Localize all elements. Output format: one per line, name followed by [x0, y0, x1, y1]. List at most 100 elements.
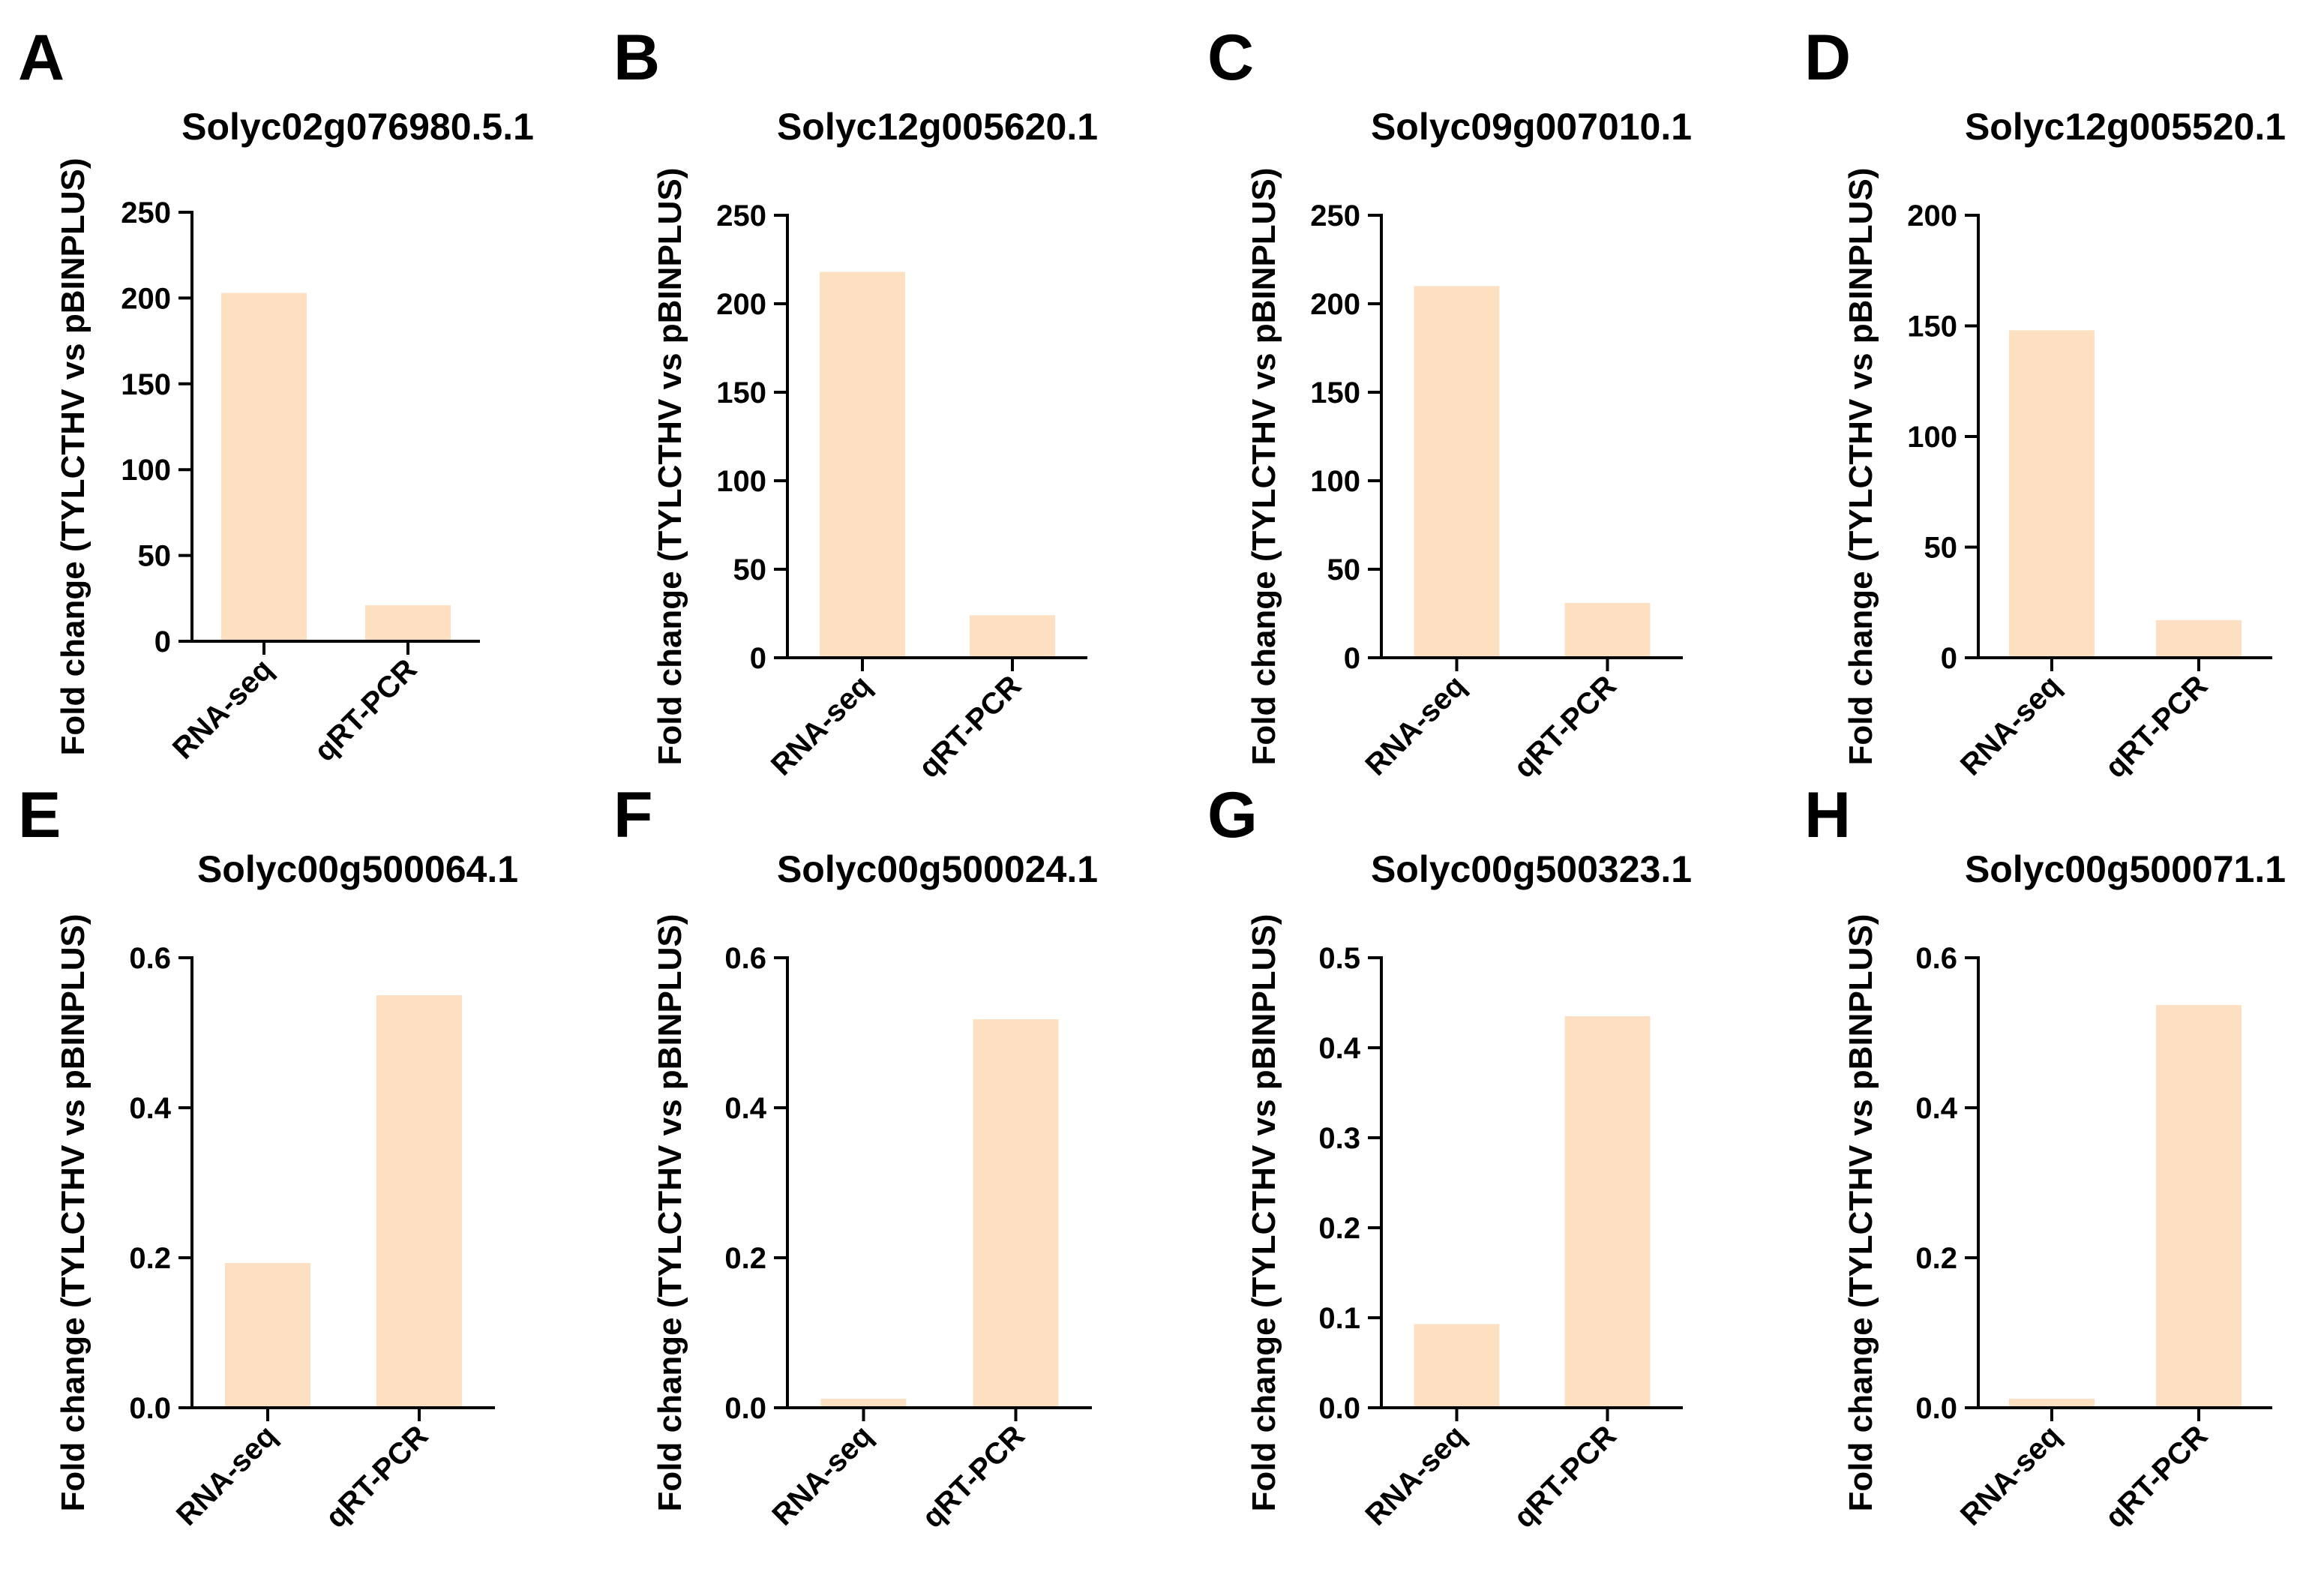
chart-title: Solyc00g500064.1	[197, 848, 518, 890]
x-tick-label: qRT-PCR	[916, 1419, 1031, 1534]
chart-panel-g: G Solyc00g500323.1 Fold change (TYLCTHV vs…	[1207, 779, 1692, 1534]
x-tick-label: RNA-seq	[166, 652, 280, 766]
bar-qrt-pcr	[973, 1019, 1059, 1408]
x-tick-label: qRT-PCR	[1507, 669, 1623, 784]
chart-panel-d: D Solyc12g005520.1 Fold change (TYLCTHV vs…	[1804, 22, 2286, 784]
bar-qrt-pcr	[970, 615, 1055, 658]
x-tick-label: qRT-PCR	[2099, 669, 2215, 784]
panel-letter: E	[18, 779, 61, 851]
y-tick-label: 200	[716, 288, 766, 321]
x-tick-label: RNA-seq	[1359, 669, 1472, 782]
y-tick-label: 50	[1924, 532, 1958, 565]
chart-panel-c: C Solyc09g007010.1 Fold change (TYLCTHV vs…	[1207, 22, 1692, 784]
bar-qrt-pcr	[365, 604, 451, 641]
bar-qrt-pcr	[2156, 620, 2242, 658]
y-tick-label: 150	[1310, 376, 1360, 410]
y-tick-label: 0.0	[1915, 1392, 1957, 1425]
bar-rna-seq	[225, 1263, 310, 1408]
x-tick-label: qRT-PCR	[319, 1419, 435, 1534]
y-tick-label: 0.2	[724, 1242, 766, 1275]
y-axis-label: Fold change (TYLCTHV vs pBINPLUS)	[1246, 168, 1282, 766]
panel-letter: F	[613, 779, 653, 851]
y-tick-label: 0.4	[1915, 1092, 1957, 1125]
y-axis-label: Fold change (TYLCTHV vs pBINPLUS)	[1246, 914, 1282, 1512]
bar-rna-seq	[820, 272, 905, 658]
chart-panel-h: H Solyc00g500071.1 Fold change (TYLCTHV vs…	[1804, 779, 2286, 1534]
y-tick-label: 0.6	[724, 942, 766, 975]
x-tick-label: RNA-seq	[1954, 1419, 2068, 1532]
y-tick-label: 0.6	[1915, 942, 1957, 975]
chart-title: Solyc00g500071.1	[1965, 848, 2286, 890]
x-tick-label: RNA-seq	[1954, 669, 2068, 782]
y-axis-label: Fold change (TYLCTHV vs pBINPLUS)	[652, 168, 688, 766]
panel-letter: B	[613, 22, 660, 94]
y-tick-label: 0	[1941, 642, 1957, 675]
y-tick-label: 0.1	[1318, 1302, 1360, 1335]
panel-letter: D	[1804, 22, 1851, 94]
y-tick-label: 0.4	[1318, 1032, 1360, 1065]
bar-qrt-pcr	[1564, 602, 1651, 658]
y-tick-label: 100	[1310, 465, 1360, 498]
panel-letter: H	[1804, 779, 1851, 851]
y-axis-label: Fold change (TYLCTHV vs pBINPLUS)	[1843, 914, 1879, 1512]
x-tick-label: qRT-PCR	[2099, 1419, 2215, 1534]
bar-rna-seq	[1414, 286, 1500, 658]
chart-panel-e: E Solyc00g500064.1 Fold change (TYLCTHV vs…	[18, 779, 518, 1534]
panel-letter: C	[1207, 22, 1254, 94]
y-tick-label: 100	[716, 465, 766, 498]
y-axis-label: Fold change (TYLCTHV vs pBINPLUS)	[652, 914, 688, 1512]
y-tick-label: 200	[1907, 200, 1957, 232]
bar-rna-seq	[2009, 1399, 2095, 1408]
y-tick-label: 0	[1344, 642, 1360, 675]
bar-rna-seq	[1414, 1324, 1500, 1408]
y-tick-label: 0.0	[724, 1392, 766, 1425]
chart-panel-f: F Solyc00g500024.1 Fold change (TYLCTHV vs…	[613, 779, 1098, 1534]
y-tick-label: 100	[1907, 421, 1957, 454]
y-tick-label: 200	[121, 282, 171, 315]
y-tick-label: 250	[1310, 200, 1360, 232]
y-tick-label: 0.2	[1915, 1242, 1957, 1275]
y-tick-label: 0	[154, 626, 171, 658]
x-tick-label: qRT-PCR	[308, 652, 424, 768]
chart-title: Solyc12g005620.1	[777, 106, 1098, 148]
chart-title: Solyc00g500323.1	[1371, 848, 1692, 890]
y-tick-label: 150	[121, 368, 171, 401]
y-tick-label: 100	[121, 454, 171, 487]
panel-letter: G	[1207, 779, 1258, 851]
bar-rna-seq	[2009, 330, 2095, 658]
x-tick-label: RNA-seq	[170, 1419, 283, 1532]
y-tick-label: 250	[716, 200, 766, 232]
y-tick-label: 0.0	[129, 1392, 171, 1425]
y-tick-label: 0	[750, 642, 766, 675]
bar-rna-seq	[820, 1399, 907, 1408]
y-tick-label: 0.4	[724, 1092, 766, 1125]
y-tick-label: 0.2	[1318, 1212, 1360, 1245]
x-tick-label: RNA-seq	[766, 1419, 879, 1532]
bar-qrt-pcr	[2156, 1005, 2242, 1408]
bar-rna-seq	[221, 292, 307, 641]
x-tick-label: RNA-seq	[765, 669, 878, 782]
chart-panel-a: A Solyc02g076980.5.1 Fold change (TYLCTHV …	[18, 22, 534, 768]
y-tick-label: 0.0	[1318, 1392, 1360, 1425]
y-axis-label: Fold change (TYLCTHV vs pBINPLUS)	[55, 914, 91, 1512]
y-tick-label: 150	[1907, 310, 1957, 344]
bar-qrt-pcr	[376, 995, 462, 1408]
chart-panel-b: B Solyc12g005620.1 Fold change (TYLCTHV vs…	[613, 22, 1098, 784]
y-tick-label: 200	[1310, 288, 1360, 321]
y-tick-label: 0.2	[129, 1242, 171, 1275]
x-tick-label: RNA-seq	[1359, 1419, 1472, 1532]
y-tick-label: 250	[121, 196, 171, 230]
chart-title: Solyc00g500024.1	[777, 848, 1098, 890]
y-axis-label: Fold change (TYLCTHV vs pBINPLUS)	[1843, 168, 1879, 766]
x-tick-label: qRT-PCR	[913, 669, 1028, 784]
chart-title: Solyc09g007010.1	[1371, 106, 1692, 148]
y-tick-label: 50	[733, 554, 767, 586]
y-axis-label: Fold change (TYLCTHV vs pBINPLUS)	[55, 158, 91, 756]
chart-title: Solyc12g005520.1	[1965, 106, 2286, 148]
y-tick-label: 50	[138, 540, 172, 573]
bar-qrt-pcr	[1564, 1016, 1651, 1408]
y-tick-label: 0.5	[1318, 942, 1360, 975]
y-tick-label: 50	[1327, 554, 1361, 586]
y-tick-label: 0.4	[129, 1092, 171, 1125]
